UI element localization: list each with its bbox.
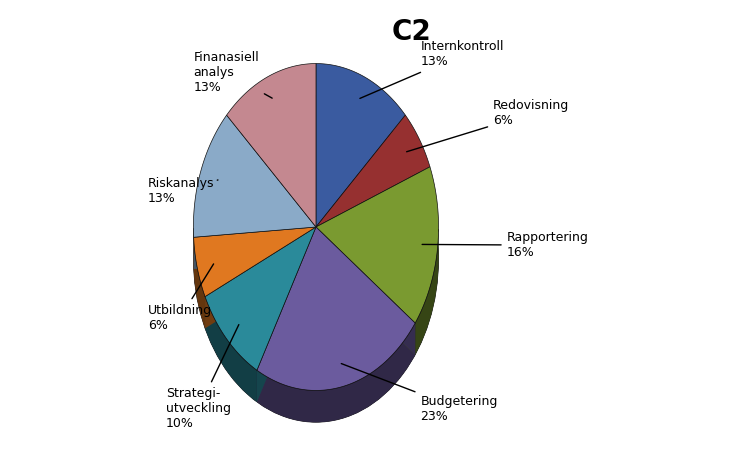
Polygon shape <box>194 115 316 237</box>
Text: Finanasiell
analys
13%: Finanasiell analys 13% <box>194 51 272 98</box>
Polygon shape <box>257 323 416 422</box>
Polygon shape <box>316 227 416 355</box>
Polygon shape <box>194 227 316 296</box>
Polygon shape <box>226 64 316 227</box>
Polygon shape <box>316 227 416 355</box>
Text: Redovisning
6%: Redovisning 6% <box>406 99 569 152</box>
Polygon shape <box>194 227 316 269</box>
Text: Rapportering
16%: Rapportering 16% <box>422 231 589 259</box>
Polygon shape <box>316 64 405 227</box>
Text: Budgetering
23%: Budgetering 23% <box>341 364 498 423</box>
Polygon shape <box>205 227 316 370</box>
Polygon shape <box>194 237 205 328</box>
Text: Internkontroll
13%: Internkontroll 13% <box>360 40 504 99</box>
Polygon shape <box>257 227 316 402</box>
Polygon shape <box>316 115 430 227</box>
Text: Riskanalys
13%: Riskanalys 13% <box>148 177 218 205</box>
Polygon shape <box>257 227 416 390</box>
Polygon shape <box>316 167 439 323</box>
Polygon shape <box>257 227 316 402</box>
Polygon shape <box>205 296 257 402</box>
Text: Utbildning
6%: Utbildning 6% <box>148 264 214 332</box>
Polygon shape <box>416 229 439 355</box>
Polygon shape <box>205 227 316 328</box>
Ellipse shape <box>194 95 439 422</box>
Polygon shape <box>194 227 316 269</box>
Text: C2: C2 <box>392 18 431 46</box>
Polygon shape <box>205 227 316 328</box>
Text: Strategi-
utveckling
10%: Strategi- utveckling 10% <box>166 325 238 430</box>
